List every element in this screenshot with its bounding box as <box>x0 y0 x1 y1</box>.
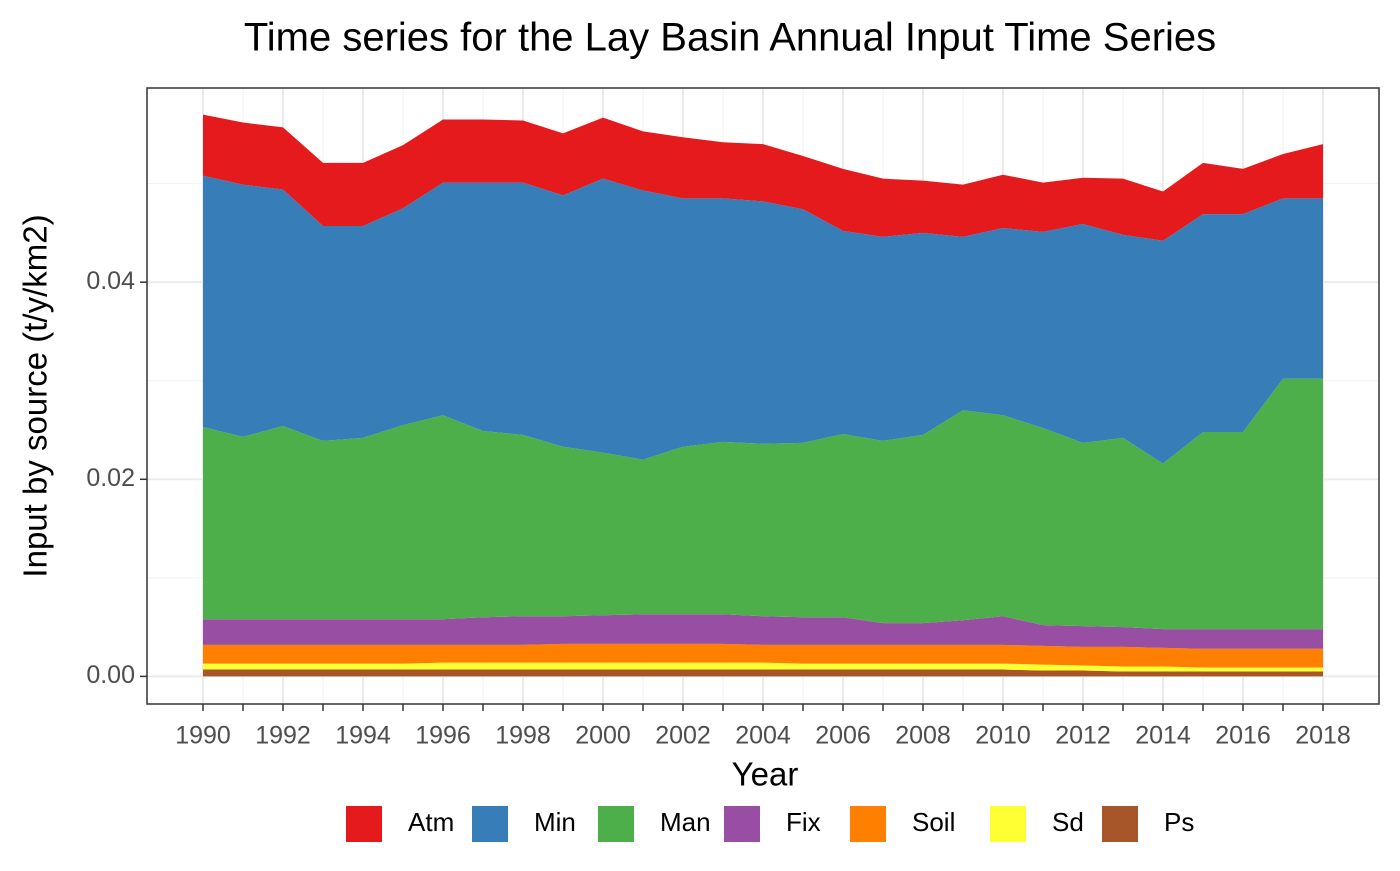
area <box>203 378 1323 630</box>
legend-label: Sd <box>1052 807 1084 837</box>
y-tick-label: 0.04 <box>86 267 135 295</box>
x-tick-label: 1992 <box>255 722 311 750</box>
area <box>203 643 1323 668</box>
x-tick-label: 2002 <box>655 722 711 750</box>
legend-label: Man <box>660 807 711 837</box>
x-tick-label: 2004 <box>735 722 791 750</box>
area <box>203 175 1323 464</box>
x-axis-title: Year <box>732 756 799 793</box>
area <box>203 662 1323 672</box>
y-tick-label: 0.00 <box>86 661 135 689</box>
legend-swatch <box>346 806 382 842</box>
legend-swatch <box>990 806 1026 842</box>
legend-label: Atm <box>408 807 454 837</box>
x-tick-label: 2014 <box>1135 722 1191 750</box>
x-tick-label: 1994 <box>335 722 391 750</box>
legend-label: Soil <box>912 807 955 837</box>
x-tick-label: 1996 <box>415 722 471 750</box>
x-tick-label: 2000 <box>575 722 631 750</box>
legend-swatch <box>1102 806 1138 842</box>
area <box>203 114 1323 241</box>
x-tick-label: 1990 <box>175 722 231 750</box>
legend-label: Fix <box>786 807 821 837</box>
chart-title: Time series for the Lay Basin Annual Inp… <box>244 16 1216 60</box>
x-tick-label: 1998 <box>495 722 551 750</box>
x-tick-label: 2016 <box>1215 722 1271 750</box>
legend-swatch <box>850 806 886 842</box>
legend-label: Min <box>534 807 576 837</box>
y-axis-title: Input by source (t/y/km2) <box>17 214 54 577</box>
area <box>203 614 1323 649</box>
legend-swatch <box>724 806 760 842</box>
x-tick-label: 2018 <box>1295 722 1351 750</box>
legend-swatch <box>472 806 508 842</box>
x-tick-label: 2010 <box>975 722 1031 750</box>
x-tick-label: 2012 <box>1055 722 1111 750</box>
x-tick-label: 2006 <box>815 722 871 750</box>
legend-label: Ps <box>1164 807 1194 837</box>
area <box>203 669 1323 677</box>
plot-border <box>146 87 1380 705</box>
x-tick-label: 2008 <box>895 722 951 750</box>
y-tick-label: 0.02 <box>86 464 135 492</box>
legend-swatch <box>598 806 634 842</box>
